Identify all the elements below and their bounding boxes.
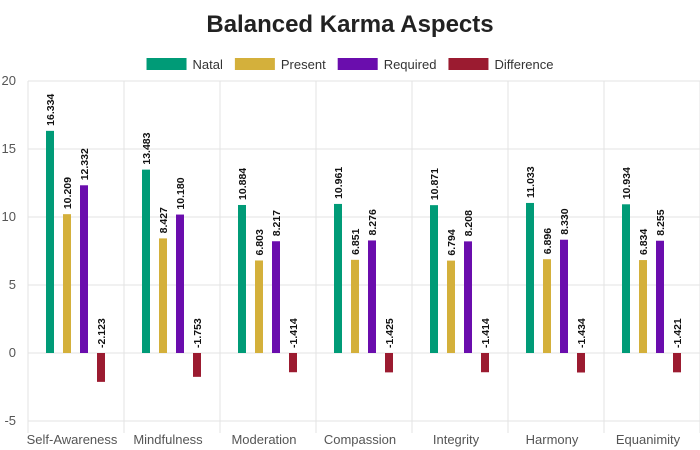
bar-natal xyxy=(526,202,534,353)
data-label: 8.330 xyxy=(559,208,571,234)
data-labels: 16.334 13.483 10.884 10.961 10.871 11.033 10.9… xyxy=(45,94,684,348)
data-label: 6.896 xyxy=(542,228,554,254)
bar-present xyxy=(63,214,71,353)
legend-swatch-difference xyxy=(448,58,489,70)
bar-difference xyxy=(481,353,489,373)
data-label: -1.421 xyxy=(672,318,684,348)
legend-label-natal: Natal xyxy=(193,57,223,72)
bar-present xyxy=(639,260,647,353)
data-label: 8.217 xyxy=(271,210,283,236)
bar-difference xyxy=(289,353,297,373)
data-label: 10.884 xyxy=(237,168,249,200)
y-tick-label: 10 xyxy=(2,209,16,224)
data-label: 10.180 xyxy=(175,177,187,209)
data-label: -1.434 xyxy=(576,318,588,348)
y-tick-label: 5 xyxy=(9,277,16,292)
x-tick-label: Compassion xyxy=(324,432,396,447)
chart-title: Balanced Karma Aspects xyxy=(206,11,493,38)
bar-present xyxy=(255,260,263,353)
grid xyxy=(27,80,700,433)
legend-swatch-present xyxy=(234,58,275,70)
bar-required xyxy=(656,240,664,353)
legend-label-difference: Difference xyxy=(494,57,553,72)
bar-natal xyxy=(430,205,438,353)
legend-swatch-required xyxy=(337,58,378,70)
data-label: -1.753 xyxy=(192,318,204,348)
bar-required xyxy=(560,239,568,353)
bar-required xyxy=(464,241,472,353)
bar-difference xyxy=(577,353,585,373)
bar-present xyxy=(543,259,551,353)
data-label: -1.414 xyxy=(480,318,492,348)
y-tick-label: 20 xyxy=(2,73,16,88)
y-tick-label: 15 xyxy=(2,141,16,156)
bar-required xyxy=(176,214,184,353)
bar-natal xyxy=(142,169,150,353)
data-label: 12.332 xyxy=(79,148,91,180)
bar-required xyxy=(272,241,280,353)
bar-natal xyxy=(238,204,246,353)
bar-difference xyxy=(385,353,393,373)
data-label: 10.871 xyxy=(429,168,441,200)
data-label: 6.794 xyxy=(446,229,458,255)
bar-required xyxy=(80,185,88,353)
bar-natal xyxy=(622,204,630,353)
legend-label-present: Present xyxy=(281,57,326,72)
data-label: -1.414 xyxy=(288,318,300,348)
bar-difference xyxy=(193,353,201,377)
y-tick-label: -5 xyxy=(4,413,16,428)
data-label: 6.834 xyxy=(638,229,650,255)
data-label: 8.427 xyxy=(158,207,170,233)
x-tick-label: Self-Awareness xyxy=(27,432,118,447)
bar-present xyxy=(447,260,455,353)
x-tick-label: Mindfulness xyxy=(133,432,203,447)
y-axis: -5 0 5 10 15 20 xyxy=(2,73,16,428)
data-label: 10.961 xyxy=(333,167,345,199)
data-label: 8.255 xyxy=(655,209,667,235)
data-label: 8.276 xyxy=(367,209,379,235)
legend-label-required: Required xyxy=(384,57,437,72)
legend-swatch-natal xyxy=(146,58,187,70)
x-tick-label: Equanimity xyxy=(616,432,681,447)
bar-natal xyxy=(46,130,54,353)
data-label: 10.934 xyxy=(621,167,633,199)
data-label: -1.425 xyxy=(384,318,396,348)
data-label: -2.123 xyxy=(96,318,108,348)
data-label: 8.208 xyxy=(463,210,475,236)
x-tick-label: Harmony xyxy=(526,432,579,447)
bar-natal xyxy=(334,203,342,353)
bar-required xyxy=(368,240,376,353)
data-label: 10.209 xyxy=(62,177,74,209)
data-label: 6.803 xyxy=(254,229,266,255)
bar-present xyxy=(159,238,167,353)
bar-difference xyxy=(673,353,681,373)
x-tick-label: Integrity xyxy=(433,432,480,447)
legend: Natal Present Required Difference xyxy=(146,57,553,72)
data-label: 6.851 xyxy=(350,228,362,254)
bar-difference xyxy=(97,353,105,382)
data-label: 11.033 xyxy=(525,166,537,198)
x-tick-label: Moderation xyxy=(231,432,296,447)
bars xyxy=(46,130,681,382)
data-label: 16.334 xyxy=(45,94,57,126)
bar-present xyxy=(351,259,359,353)
data-label: 13.483 xyxy=(141,132,153,164)
y-tick-label: 0 xyxy=(9,345,16,360)
x-axis: Self-Awareness Mindfulness Moderation Compa… xyxy=(27,432,681,447)
